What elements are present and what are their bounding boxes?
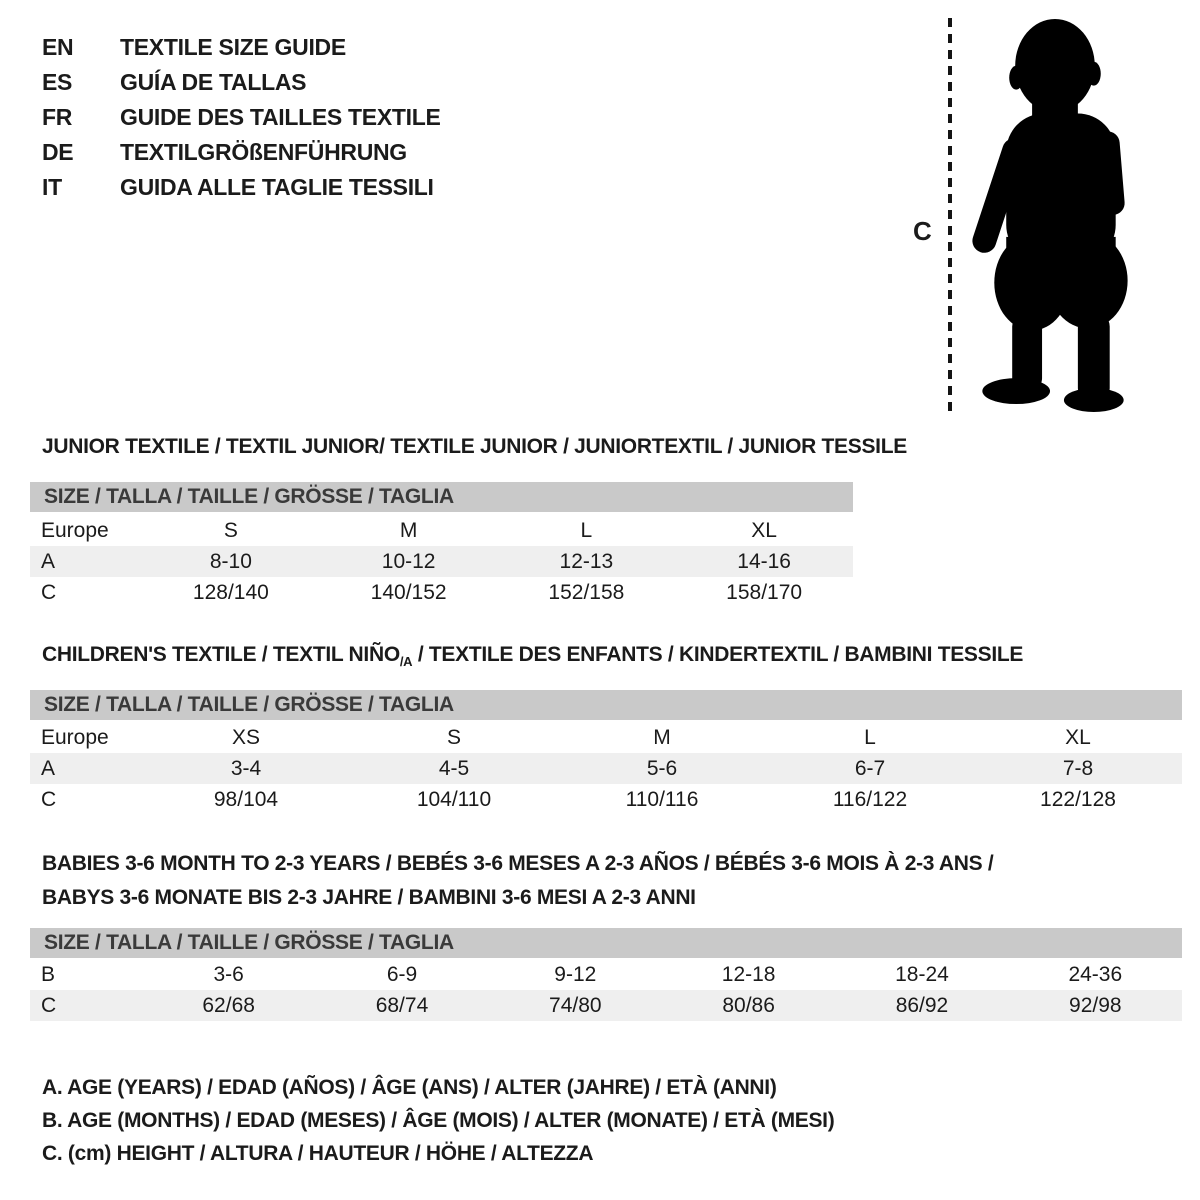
section-title-subscript: /A <box>399 654 413 670</box>
size-value-cell: S <box>446 725 461 749</box>
measurement-legend: A. AGE (YEARS) / EDAD (AÑOS) / ÂGE (ANS)… <box>42 1071 835 1170</box>
size-value-cell: 158/170 <box>726 580 803 604</box>
language-code: IT <box>42 174 62 200</box>
row-label-cell: Europe <box>41 518 109 542</box>
size-value-cell: L <box>580 518 593 542</box>
size-value-cell: 24-36 <box>1068 962 1123 986</box>
size-value-cell: 122/128 <box>1040 787 1116 811</box>
row-label-cell: C <box>41 580 57 604</box>
language-row-es: ES GUÍA DE TALLAS <box>42 65 441 100</box>
table-row-height-cm: C 62/68 68/74 74/80 80/86 86/92 92/98 <box>30 990 1182 1021</box>
size-value-cell: 5-6 <box>646 756 678 780</box>
table-row-height-cm: C 128/140 140/152 152/158 158/170 <box>30 577 853 608</box>
babies-size-table: B 3-6 6-9 9-12 12-18 18-24 24-36 C 62/68… <box>30 959 1182 1021</box>
language-row-de: DE TEXTILGRÖßENFÜHRUNG <box>42 135 441 170</box>
size-value-cell: 86/92 <box>895 993 949 1017</box>
size-value-cell: XL <box>751 518 777 542</box>
size-value-cell: 3-4 <box>230 756 262 780</box>
language-row-en: EN TEXTILE SIZE GUIDE <box>42 30 441 65</box>
size-value-cell: M <box>399 518 418 542</box>
size-header-bar-children: SIZE / TALLA / TAILLE / GRÖSSE / TAGLIA <box>30 690 1182 720</box>
row-label-cell: C <box>41 787 57 811</box>
size-value-cell: 152/158 <box>548 580 625 604</box>
size-header-bar-junior: SIZE / TALLA / TAILLE / GRÖSSE / TAGLIA <box>30 482 853 512</box>
language-code: DE <box>42 139 74 165</box>
size-value-cell: 110/116 <box>625 787 699 811</box>
size-value-cell: 18-24 <box>895 962 949 986</box>
section-title-children: CHILDREN'S TEXTILE / TEXTIL NIÑO/A / TEX… <box>42 643 1023 669</box>
size-value-cell: 14-16 <box>737 549 791 573</box>
size-value-cell: 92/98 <box>1069 993 1122 1017</box>
size-value-cell: 140/152 <box>370 580 447 604</box>
size-value-cell: 10-12 <box>381 549 436 573</box>
section-title-line1: BABIES 3-6 MONTH TO 2-3 YEARS / BEBÉS 3-… <box>42 852 994 875</box>
language-code: FR <box>42 104 73 130</box>
guide-title-fr: GUIDE DES TAILLES TEXTILE <box>120 104 441 130</box>
size-value-cell: 116/122 <box>832 787 908 811</box>
row-label-cell: C <box>41 993 57 1017</box>
section-title-line2: BABYS 3-6 MONATE BIS 2-3 JAHRE / BAMBINI… <box>42 886 696 909</box>
table-row-europe: Europe XS S M L XL <box>30 722 1182 753</box>
language-row-it: IT GUIDA ALLE TAGLIE TESSILI <box>42 170 441 205</box>
size-value-cell: 74/80 <box>549 993 602 1017</box>
size-value-cell: 68/74 <box>375 993 429 1017</box>
size-value-cell: 9-12 <box>554 962 597 986</box>
guide-title-de: TEXTILGRÖßENFÜHRUNG <box>120 139 407 165</box>
section-title-babies: BABIES 3-6 MONTH TO 2-3 YEARS / BEBÉS 3-… <box>42 847 994 915</box>
table-row-age-years: A 8-10 10-12 12-13 14-16 <box>30 546 853 577</box>
size-value-cell: 6-9 <box>386 962 418 986</box>
size-value-cell: 8-10 <box>209 549 252 573</box>
size-value-cell: 80/86 <box>722 993 775 1017</box>
legend-line-b: B. AGE (MONTHS) / EDAD (MESES) / ÂGE (MO… <box>42 1108 835 1132</box>
size-value-cell: 62/68 <box>202 993 255 1017</box>
legend-line-a: A. AGE (YEARS) / EDAD (AÑOS) / ÂGE (ANS)… <box>42 1075 777 1099</box>
row-label-cell: Europe <box>41 725 109 749</box>
size-value-cell: 3-6 <box>213 962 244 986</box>
size-value-cell: XS <box>231 725 260 749</box>
table-row-age-months: B 3-6 6-9 9-12 12-18 18-24 24-36 <box>30 959 1182 990</box>
guide-title-es: GUÍA DE TALLAS <box>120 69 307 95</box>
section-title-text: CHILDREN'S TEXTILE / TEXTIL NIÑO <box>42 643 400 666</box>
size-value-cell: 98/104 <box>213 787 279 811</box>
row-label-cell: A <box>41 756 56 780</box>
row-label-cell: B <box>41 962 56 986</box>
legend-line-c: C. (cm) HEIGHT / ALTURA / HAUTEUR / HÖHE… <box>42 1141 594 1165</box>
size-value-cell: 4-5 <box>438 756 470 780</box>
size-value-cell: 104/110 <box>416 787 492 811</box>
size-value-cell: 12-13 <box>559 549 614 573</box>
language-code: EN <box>42 34 74 60</box>
size-value-cell: L <box>864 725 876 749</box>
size-value-cell: 6-7 <box>854 756 886 780</box>
size-value-cell: XL <box>1065 725 1091 749</box>
guide-title-it: GUIDA ALLE TAGLIE TESSILI <box>120 174 434 200</box>
language-row-fr: FR GUIDE DES TAILLES TEXTILE <box>42 100 441 135</box>
size-value-cell: 128/140 <box>192 580 269 604</box>
height-measure-dashed-line <box>948 18 952 414</box>
table-row-age-years: A 3-4 4-5 5-6 6-7 7-8 <box>30 753 1182 784</box>
size-value-cell: 7-8 <box>1062 756 1094 780</box>
height-measure-label: C <box>913 216 932 246</box>
guide-title-en: TEXTILE SIZE GUIDE <box>120 34 346 60</box>
size-value-cell: M <box>653 725 671 749</box>
section-title-junior: JUNIOR TEXTILE / TEXTIL JUNIOR/ TEXTILE … <box>42 435 907 458</box>
language-title-list: EN TEXTILE SIZE GUIDE ES GUÍA DE TALLAS … <box>42 30 441 205</box>
size-header-bar-babies: SIZE / TALLA / TAILLE / GRÖSSE / TAGLIA <box>30 928 1182 958</box>
table-row-height-cm: C 98/104 104/110 110/116 116/122 122/128 <box>30 784 1182 815</box>
language-code: ES <box>42 69 73 95</box>
children-size-table: Europe XS S M L XL A 3-4 4-5 5-6 6-7 7-8… <box>30 722 1182 815</box>
table-row-europe: Europe S M L XL <box>30 515 853 546</box>
size-value-cell: 12-18 <box>721 962 776 986</box>
size-value-cell: S <box>223 518 238 542</box>
junior-size-table: Europe S M L XL A 8-10 10-12 12-13 14-16… <box>30 515 853 608</box>
row-label-cell: A <box>41 549 56 573</box>
toddler-silhouette-image <box>972 18 1128 413</box>
section-title-text: / TEXTILE DES ENFANTS / KINDERTEXTIL / B… <box>412 643 1024 666</box>
